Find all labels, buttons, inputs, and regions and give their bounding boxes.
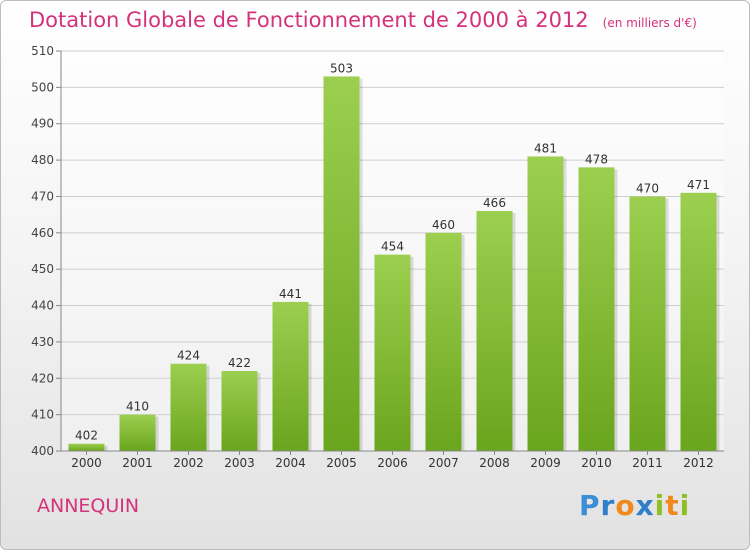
y-tick-label: 400 (31, 444, 54, 458)
labels: 400 410 420 430 440 450 460 470 480 490 500 510 402 2… (31, 44, 714, 470)
bar (323, 76, 360, 452)
x-tick-label: 2009 (530, 456, 561, 470)
logo-letter: r (600, 489, 616, 522)
bar-value-label: 460 (432, 218, 455, 232)
bar-value-label: 424 (177, 349, 200, 363)
bar-value-label: 470 (636, 181, 659, 195)
x-tick-label: 2000 (71, 456, 102, 470)
axes (56, 50, 724, 455)
chart-subtitle: (en milliers d'€) (602, 16, 697, 30)
logo-letter: t (665, 489, 680, 522)
logo-letter: i (679, 489, 691, 522)
bar-value-label: 471 (687, 178, 710, 192)
bar-value-label: 410 (126, 400, 149, 414)
bar (68, 443, 105, 451)
y-tick-label: 500 (31, 80, 54, 94)
x-tick-label: 2012 (683, 456, 714, 470)
logo-letter: i (654, 489, 666, 522)
bar (578, 167, 615, 451)
bar-value-label: 466 (483, 196, 506, 210)
bar (425, 232, 462, 451)
bar-value-label: 402 (75, 429, 98, 443)
y-tick-label: 420 (31, 371, 54, 385)
logo-letter: x (635, 489, 655, 522)
chart-title-text: Dotation Globale de Fonctionnement de 20… (29, 8, 589, 32)
y-tick-label: 510 (31, 44, 54, 58)
logo-letter: P (579, 489, 601, 522)
x-tick-label: 2011 (632, 456, 663, 470)
bar-value-label: 478 (585, 152, 608, 166)
y-tick-label: 430 (31, 335, 54, 349)
x-tick-label: 2002 (173, 456, 204, 470)
bar (629, 196, 666, 451)
y-tick-label: 490 (31, 117, 54, 131)
y-tick-label: 470 (31, 189, 54, 203)
y-tick-label: 480 (31, 153, 54, 167)
bar (170, 363, 207, 451)
x-tick-label: 2003 (224, 456, 255, 470)
x-tick-label: 2001 (122, 456, 153, 470)
proxiti-logo: Proxiti (579, 489, 690, 522)
bar (272, 301, 309, 451)
bars (68, 76, 720, 452)
logo-letter: o (615, 489, 636, 522)
bar-value-label: 422 (228, 356, 251, 370)
x-tick-label: 2008 (479, 456, 510, 470)
y-tick-label: 440 (31, 299, 54, 313)
x-tick-label: 2006 (377, 456, 408, 470)
x-tick-label: 2010 (581, 456, 612, 470)
commune-name: ANNEQUIN (37, 495, 140, 517)
bar (680, 192, 717, 451)
x-tick-label: 2004 (275, 456, 306, 470)
bar-value-label: 441 (279, 287, 302, 301)
bar (221, 371, 258, 451)
y-tick-label: 450 (31, 262, 54, 276)
bar (527, 156, 564, 452)
y-tick-label: 460 (31, 226, 54, 240)
bar (119, 414, 156, 451)
bar-value-label: 481 (534, 141, 557, 155)
bar (476, 211, 513, 451)
x-tick-label: 2007 (428, 456, 459, 470)
x-tick-label: 2005 (326, 456, 357, 470)
bar-value-label: 503 (330, 61, 353, 75)
bar (374, 254, 411, 451)
y-tick-label: 410 (31, 408, 54, 422)
chart-title: Dotation Globale de Fonctionnement de 20… (29, 8, 697, 32)
bar-value-label: 454 (381, 240, 404, 254)
